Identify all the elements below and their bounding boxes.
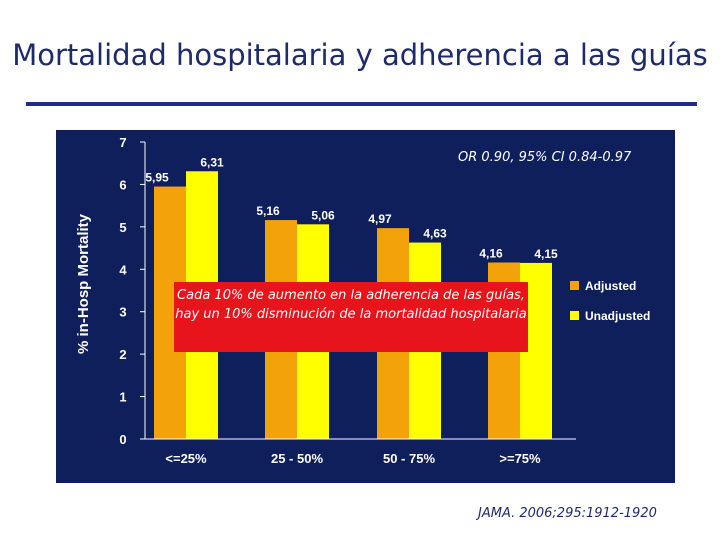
title-underline <box>26 102 697 106</box>
odds-ratio-annotation: OR 0.90, 95% CI 0.84-0.97 <box>458 150 632 165</box>
citation: JAMA. 2006;295:1912-1920 <box>478 506 657 521</box>
x-tick-label: 25 - 50% <box>271 451 323 466</box>
data-label-adjusted-1: 5,16 <box>256 204 280 218</box>
data-label-adjusted-2: 4,97 <box>368 212 392 226</box>
data-label-adjusted-3: 4,16 <box>479 246 503 260</box>
data-label-unadjusted-3: 4,15 <box>534 247 558 261</box>
y-tick-label: 3 <box>119 305 126 320</box>
x-tick-label: 50 - 75% <box>383 451 435 466</box>
legend-swatch-unadjusted <box>570 311 579 320</box>
y-tick-label: 4 <box>119 262 127 277</box>
y-tick-label: 7 <box>119 135 126 150</box>
data-label-adjusted-0: 5,95 <box>145 171 169 185</box>
legend: Adjusted Unadjusted <box>570 279 650 323</box>
data-label-unadjusted-0: 6,31 <box>200 155 224 169</box>
x-tick-label: >=75% <box>499 451 541 466</box>
chart-panel: % in-Hosp Mortality 0 1 2 3 4 5 6 7 5,95 6,31 5,1… <box>56 130 675 483</box>
legend-label-adjusted: Adjusted <box>585 279 636 293</box>
x-tick-label: <=25% <box>165 451 207 466</box>
data-label-unadjusted-1: 5,06 <box>311 208 335 222</box>
callout-box: Cada 10% de aumento en la adherencia de … <box>174 282 528 352</box>
y-axis-label: % in-Hosp Mortality <box>75 213 92 354</box>
legend-label-unadjusted: Unadjusted <box>585 309 650 323</box>
y-tick-label: 0 <box>119 432 126 447</box>
slide-title: Mortalidad hospitalaria y adherencia a l… <box>12 38 708 72</box>
y-tick-label: 1 <box>119 390 126 405</box>
data-label-unadjusted-2: 4,63 <box>423 227 447 241</box>
legend-swatch-adjusted <box>570 281 579 290</box>
y-tick-label: 2 <box>119 347 126 362</box>
y-tick-label: 6 <box>119 177 126 192</box>
y-tick-label: 5 <box>119 220 126 235</box>
